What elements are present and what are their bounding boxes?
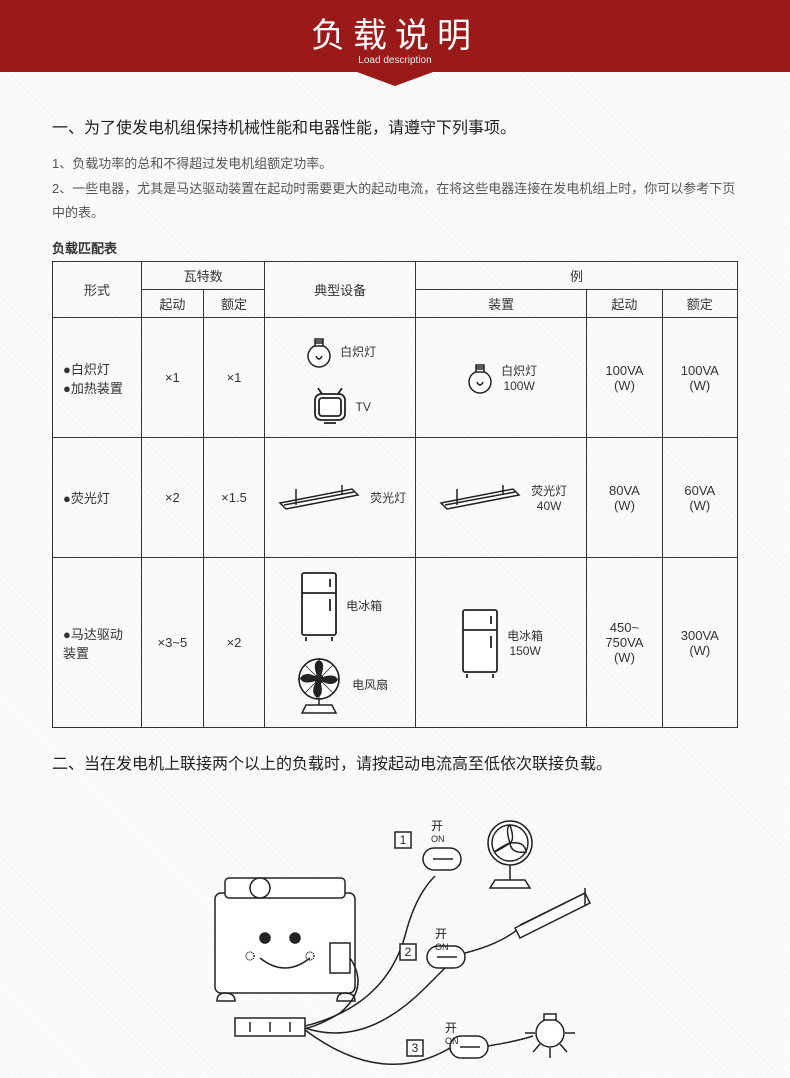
cell-ex-rated: 60VA(W) bbox=[662, 438, 737, 558]
section1-p2: 2、一些电器，尤其是马达驱动装置在起动时需要更大的起动电流，在将这些电器连接在发… bbox=[52, 177, 738, 224]
tv-icon: TV bbox=[310, 388, 371, 426]
cell-type: ●白炽灯●加热装置 bbox=[53, 318, 142, 438]
banner-notch bbox=[357, 72, 433, 86]
svg-text:ON: ON bbox=[435, 942, 449, 952]
cell-rated-mult: ×1.5 bbox=[203, 438, 265, 558]
svg-text:ON: ON bbox=[445, 1036, 459, 1046]
cell-start-mult: ×1 bbox=[142, 318, 204, 438]
banner-subtitle: Load description bbox=[0, 55, 790, 66]
svg-text:1: 1 bbox=[400, 833, 407, 847]
th-watts: 瓦特数 bbox=[142, 262, 265, 290]
section2-heading: 二、当在发电机上联接两个以上的负载时，请按起动电流高至低依次联接负载。 bbox=[52, 750, 738, 774]
table-row: ●荧光灯×2×1.5 荧光灯荧光灯40W80VA(W)60VA(W) bbox=[53, 438, 738, 558]
cell-equip: 荧光灯 bbox=[265, 438, 416, 558]
cell-type: ●荧光灯 bbox=[53, 438, 142, 558]
content: 一、为了使发电机组保持机械性能和电器性能，请遵守下列事项。 1、负载功率的总和不… bbox=[0, 72, 790, 1078]
svg-text:ON: ON bbox=[431, 834, 445, 844]
connection-illustration: 1 开 ON 2 开 ON bbox=[52, 788, 738, 1078]
cell-ex-start: 80VA(W) bbox=[587, 438, 662, 558]
section1-heading: 一、为了使发电机组保持机械性能和电器性能，请遵守下列事项。 bbox=[52, 114, 738, 138]
cell-start-mult: ×3~5 bbox=[142, 558, 204, 728]
icon-label: TV bbox=[356, 400, 371, 414]
cell-device: 白炽灯100W bbox=[416, 318, 587, 438]
banner-title: 负载说明 bbox=[0, 0, 790, 57]
th-example: 例 bbox=[416, 262, 738, 290]
th-rated: 额定 bbox=[203, 290, 265, 318]
cell-device: 荧光灯40W bbox=[416, 438, 587, 558]
table-row: ●白炽灯●加热装置×1×1白炽灯TV白炽灯100W100VA(W)100VA(W… bbox=[53, 318, 738, 438]
table-title: 负载匹配表 bbox=[52, 238, 738, 257]
th-device: 装置 bbox=[416, 290, 587, 318]
cell-ex-rated: 100VA(W) bbox=[662, 318, 737, 438]
fridge-icon: 电冰箱 bbox=[298, 571, 382, 641]
th-ex-rated: 额定 bbox=[662, 290, 737, 318]
cell-equip: 电冰箱电风扇 bbox=[265, 558, 416, 728]
icon-label: 电冰箱 bbox=[346, 597, 382, 614]
cell-device: 电冰箱150W bbox=[416, 558, 587, 728]
th-equip: 典型设备 bbox=[265, 262, 416, 318]
svg-text:开: 开 bbox=[435, 927, 447, 941]
icon-label: 电风扇 bbox=[352, 676, 388, 693]
th-type: 形式 bbox=[53, 262, 142, 318]
section1-p1: 1、负载功率的总和不得超过发电机组额定功率。 bbox=[52, 152, 738, 175]
cell-equip: 白炽灯 TV bbox=[265, 318, 416, 438]
cell-start-mult: ×2 bbox=[142, 438, 204, 558]
cell-rated-mult: ×1 bbox=[203, 318, 265, 438]
cell-ex-start: 450~750VA(W) bbox=[587, 558, 662, 728]
cell-ex-start: 100VA(W) bbox=[587, 318, 662, 438]
fan-icon: 电风扇 bbox=[292, 655, 388, 715]
svg-text:开: 开 bbox=[431, 819, 443, 833]
tube-icon: 荧光灯 bbox=[274, 485, 406, 511]
load-table: 形式 瓦特数 典型设备 例 起动 额定 装置 起动 额定 ●白炽灯●加热装置×1… bbox=[52, 261, 738, 728]
th-start: 起动 bbox=[142, 290, 204, 318]
generator-diagram-icon: 1 开 ON 2 开 ON bbox=[175, 788, 615, 1078]
banner: 负载说明 Load description bbox=[0, 0, 790, 72]
table-row: ●马达驱动装置×3~5×2电冰箱电风扇电冰箱150W450~750VA(W)30… bbox=[53, 558, 738, 728]
svg-text:3: 3 bbox=[412, 1041, 419, 1055]
cell-rated-mult: ×2 bbox=[203, 558, 265, 728]
svg-text:2: 2 bbox=[405, 945, 412, 959]
cell-type: ●马达驱动装置 bbox=[53, 558, 142, 728]
bulb-icon: 白炽灯 bbox=[304, 330, 376, 374]
icon-label: 荧光灯 bbox=[370, 489, 406, 506]
icon-label: 白炽灯 bbox=[340, 343, 376, 360]
cell-ex-rated: 300VA(W) bbox=[662, 558, 737, 728]
th-ex-start: 起动 bbox=[587, 290, 662, 318]
svg-text:开: 开 bbox=[445, 1021, 457, 1035]
